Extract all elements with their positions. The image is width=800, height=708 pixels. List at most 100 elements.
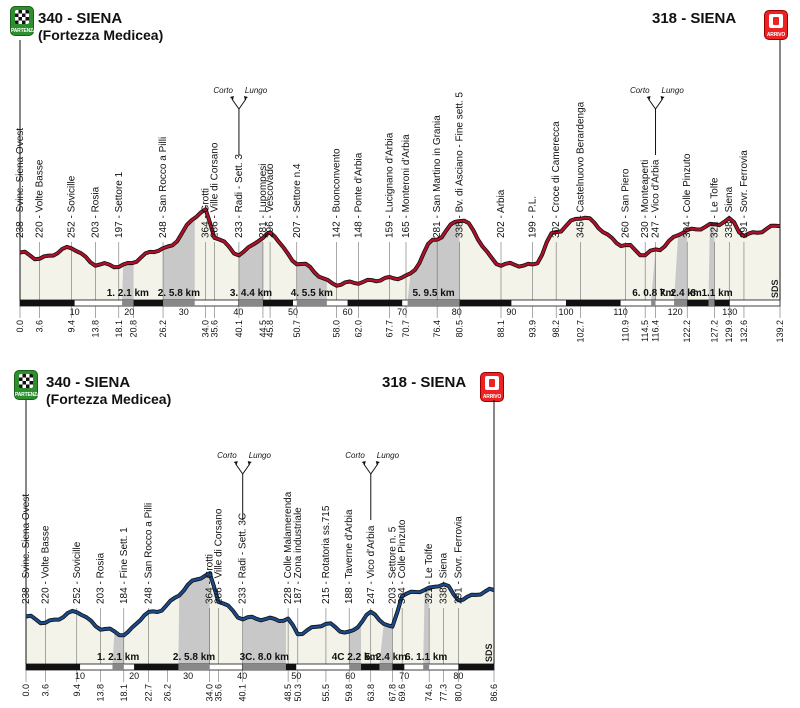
gravel-sector-label: 5. 9.5 km bbox=[412, 288, 454, 299]
gravel-sector-label: 8. 1.1 km bbox=[690, 288, 732, 299]
gravel-sector-area bbox=[296, 263, 327, 300]
place-label: 238 - Svinc. Siena Ovest bbox=[15, 128, 26, 238]
distance-label: 34.0 bbox=[205, 684, 215, 702]
arrow-up-left-icon bbox=[229, 96, 234, 100]
fork-corto-label: Corto bbox=[345, 451, 365, 460]
place-label: 247 - Vico d'Arbia bbox=[366, 525, 377, 604]
profile-area bbox=[26, 573, 494, 664]
km-tick-label: 90 bbox=[506, 307, 516, 317]
km-bar-block bbox=[350, 664, 405, 670]
distance-label: 13.8 bbox=[90, 320, 100, 338]
arrow-up-right-icon bbox=[247, 461, 252, 465]
km-tick-label: 60 bbox=[345, 671, 355, 681]
finish-flag-icon: ARRIVO bbox=[764, 10, 788, 40]
gravel-sector-label: 2. 5.8 km bbox=[158, 288, 200, 299]
place-label: 296 - Vescovado bbox=[265, 163, 276, 238]
fork-lungo-label: Lungo bbox=[377, 451, 400, 460]
km-tick-label: 60 bbox=[343, 307, 353, 317]
fork-lungo-label: Lungo bbox=[249, 451, 272, 460]
distance-label: 26.2 bbox=[163, 684, 173, 702]
km-bar-block bbox=[20, 300, 75, 306]
place-label: 207 - Settore n.4 bbox=[292, 163, 303, 238]
fork-left-branch bbox=[235, 463, 244, 475]
place-label: 202 - Arbia bbox=[496, 189, 507, 238]
distance-label: 50.3 bbox=[293, 684, 303, 702]
distance-label: 67.8 bbox=[387, 684, 397, 702]
place-label: 338 - Siena bbox=[724, 186, 735, 238]
place-label: 184 - Fine Sett. 1 bbox=[119, 527, 130, 604]
gravel-sector-label: 4C 2.2 km bbox=[332, 652, 379, 663]
distance-label: 18.1 bbox=[119, 684, 129, 702]
km-tick-label: 40 bbox=[233, 307, 243, 317]
km-tick-label: 70 bbox=[397, 307, 407, 317]
fork-corto-label: Corto bbox=[213, 86, 233, 95]
distance-label: 22.7 bbox=[144, 684, 154, 702]
distance-label: 88.1 bbox=[496, 320, 506, 338]
fork-lungo-label: Lungo bbox=[245, 86, 268, 95]
elevation-chart-long: 10 20 30 40 50 60 70 80 90 100 110 120 130 1. 2.1 km 2… bbox=[15, 40, 785, 343]
gravel-sector-bar bbox=[242, 664, 286, 670]
distance-label: 80.5 bbox=[455, 320, 465, 338]
place-label: 345 - Castelnuovo Berardenga bbox=[576, 101, 587, 238]
distance-label: 40.1 bbox=[234, 320, 244, 338]
start-subtitle: (Fortezza Medicea) bbox=[46, 391, 172, 407]
gravel-sector-area bbox=[178, 573, 210, 664]
gravel-sector-bar bbox=[651, 300, 656, 306]
end-title: 318 - SIENA bbox=[652, 10, 737, 27]
distance-label: 50.7 bbox=[292, 320, 302, 338]
gravel-sector-label: 6. 1.1 km bbox=[405, 652, 447, 663]
fork-left-branch bbox=[363, 463, 372, 475]
gravel-sector-bar bbox=[122, 300, 134, 306]
arrow-up-left-icon bbox=[361, 461, 366, 465]
distance-label: 9.4 bbox=[72, 684, 82, 697]
km-bar-block bbox=[26, 664, 81, 670]
place-label: 286 - Ville di Corsano bbox=[213, 508, 224, 604]
distance-label: 34.0 bbox=[201, 320, 211, 338]
gravel-sector-bar bbox=[674, 300, 688, 306]
distance-label: 77.3 bbox=[439, 684, 449, 702]
gravel-sector-bar bbox=[178, 664, 210, 670]
gravel-sector-bar bbox=[423, 664, 430, 670]
km-bar-block bbox=[565, 300, 621, 306]
gravel-sector-bar bbox=[238, 300, 263, 306]
distance-label: 132.6 bbox=[739, 320, 749, 343]
place-label: 220 - Volte Basse bbox=[35, 159, 46, 238]
km-tick-label: 30 bbox=[183, 671, 193, 681]
gravel-sector-area bbox=[407, 221, 460, 300]
distance-label: 0.0 bbox=[21, 684, 31, 697]
arrow-up-left-icon bbox=[646, 96, 651, 100]
km-bar-block bbox=[458, 664, 494, 670]
gravel-sector-area bbox=[242, 616, 286, 664]
place-label: 233 - Radi - Sett. 3C bbox=[238, 513, 249, 604]
distance-label: 58.0 bbox=[332, 320, 342, 338]
gravel-sector-area bbox=[238, 237, 263, 300]
distance-label: 127.2 bbox=[709, 320, 719, 343]
place-label: 321 - Le Tolfe bbox=[424, 543, 435, 604]
start-flag-icon: PARTENZA bbox=[10, 6, 36, 36]
place-label: 165 - Monteroni d'Arbia bbox=[401, 134, 412, 238]
distance-label: 20.8 bbox=[129, 320, 139, 338]
distance-label: 116.4 bbox=[651, 320, 661, 342]
distance-label: 3.6 bbox=[40, 684, 50, 697]
fork-right-branch bbox=[370, 463, 379, 475]
place-label: 188 - Taverne d'Arbia bbox=[344, 509, 355, 604]
km-tick-label: 80 bbox=[452, 307, 462, 317]
gravel-sector-label: 7. 2.4 km bbox=[659, 288, 701, 299]
gravel-sector-area bbox=[112, 631, 124, 664]
place-label: 364 - Grotti bbox=[201, 188, 212, 238]
km-tick-label: 40 bbox=[237, 671, 247, 681]
distance-label: 110.9 bbox=[620, 320, 630, 342]
km-tick-label: 30 bbox=[179, 307, 189, 317]
gravel-sector-area bbox=[651, 249, 656, 300]
km-bar-block bbox=[456, 300, 512, 306]
distance-label: 76.4 bbox=[432, 320, 442, 338]
gravel-sector-area bbox=[674, 230, 688, 300]
km-bar-block bbox=[675, 300, 730, 306]
place-label: 220 - Volte Basse bbox=[40, 525, 51, 604]
place-label: 233 - Radi - Sett. 3 bbox=[234, 154, 245, 238]
distance-label: 114.5 bbox=[640, 320, 650, 342]
distance-label: 63.8 bbox=[366, 684, 376, 702]
fork-right-branch bbox=[242, 463, 251, 475]
place-label: 304 - Colle Pinzuto bbox=[397, 519, 408, 604]
start-title: 340 - SIENA (Fortezza Medicea) bbox=[46, 374, 172, 407]
